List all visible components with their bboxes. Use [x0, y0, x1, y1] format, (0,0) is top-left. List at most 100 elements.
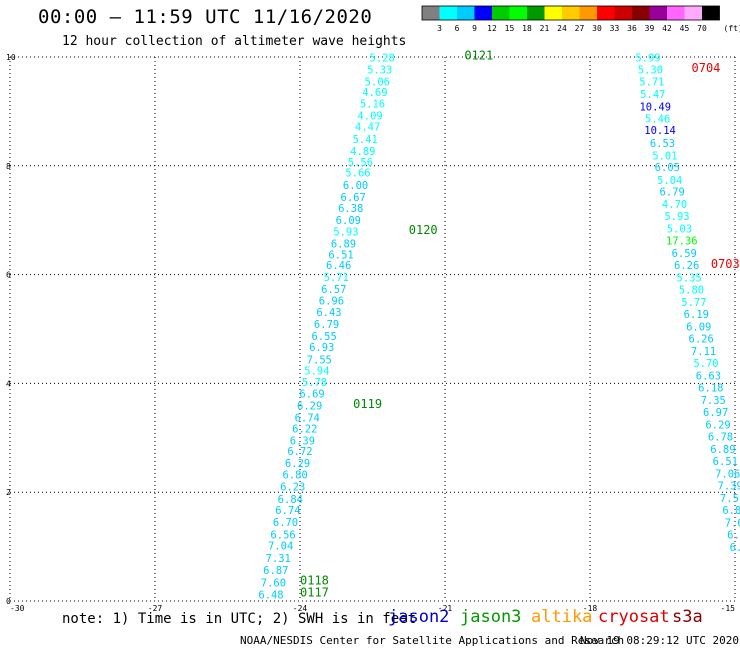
swh-value: 5.03 [667, 224, 692, 236]
swh-value: 6.09 [336, 215, 361, 227]
swh-value: 10.14 [644, 125, 676, 137]
credit-text: NOAA/NESDIS Center for Satellite Applica… [240, 634, 625, 647]
y-tick-label: 0 [6, 597, 11, 606]
track-id-label: 0120 [409, 223, 438, 237]
swh-value: 6.51 [328, 249, 353, 261]
swh-value: 5.66 [345, 168, 370, 180]
colorbar-swatch [579, 6, 597, 20]
swh-value: 6.43 [316, 307, 341, 319]
colorbar-label: 3 [437, 24, 442, 33]
swh-value: 6.55 [312, 331, 337, 343]
colorbar-swatch [632, 6, 650, 20]
colorbar-label: 12 [487, 24, 497, 33]
y-tick-label: 10 [6, 53, 16, 62]
colorbar-swatch [492, 6, 510, 20]
colorbar-frame [421, 5, 720, 21]
colorbar-swatch [667, 6, 685, 20]
swh-value: 7.51 [720, 493, 740, 505]
colorbar-swatch [614, 6, 632, 20]
colorbar-swatch [702, 6, 720, 20]
swh-value: 6.72 [287, 446, 312, 458]
swh-value: 5.99 [635, 52, 660, 64]
swh-value: 7.55 [307, 354, 332, 366]
colorbar-label: 30 [592, 24, 602, 33]
legend-cryosat: cryosat [598, 607, 670, 627]
generated-timestamp: Nov 19 08:29:12 UTC 2020 [580, 634, 739, 647]
swh-value: 5.94 [304, 366, 329, 378]
legend-s3a: s3a [672, 607, 703, 627]
swh-value: 5.28 [370, 52, 395, 64]
swh-value: 10.49 [639, 101, 671, 113]
swh-value: 6.23 [280, 482, 305, 494]
swh-value: 5.93 [333, 226, 358, 238]
swh-value: 6.97 [703, 407, 728, 419]
colorbar-label: 15 [505, 24, 515, 33]
swh-value: 6.38 [338, 203, 363, 215]
x-tick-label: -27 [148, 604, 163, 613]
swh-value: 6.18 [698, 383, 723, 395]
swh-value: 4.47 [355, 121, 380, 133]
colorbar-label: 18 [522, 24, 532, 33]
colorbar-swatch [684, 6, 702, 20]
swh-value: 5.56 [348, 157, 373, 169]
swh-value: 6.63 [696, 371, 721, 383]
colorbar-label: 21 [540, 24, 550, 33]
colorbar-label: 42 [662, 24, 672, 33]
swh-value: 5.35 [676, 273, 701, 285]
swh-value: 5.41 [353, 134, 378, 146]
swh-value: 4.70 [662, 199, 687, 211]
colorbar-swatch [544, 6, 562, 20]
swh-value: 5.71 [639, 76, 664, 88]
swh-value: 6.79 [314, 319, 339, 331]
swh-value: 6.74 [295, 412, 320, 424]
swh-value: 6.04 [727, 529, 740, 541]
colorbar-label: 6 [455, 24, 460, 33]
swh-value: 7.35 [701, 395, 726, 407]
swh-value: 5.04 [657, 175, 682, 187]
colorbar-swatch [439, 6, 457, 20]
swh-value: 5.77 [681, 297, 706, 309]
swh-value: 5.80 [679, 285, 704, 297]
swh-value: 5.06 [365, 76, 390, 88]
swh-value: 6.48 [258, 589, 283, 601]
swh-value: 6.89 [331, 238, 356, 250]
swh-value: 6.78 [708, 432, 733, 444]
legend-altika: altika [531, 607, 593, 627]
x-tick-label: -18 [583, 604, 598, 613]
colorbar-label: 36 [627, 24, 637, 33]
swh-value: 5.16 [360, 99, 385, 111]
swh-value: 6.19 [684, 309, 709, 321]
swh-value: 5.33 [367, 64, 392, 76]
y-tick-label: 4 [6, 379, 11, 388]
swh-value: 4.69 [362, 87, 387, 99]
swh-value: 6.56 [270, 529, 295, 541]
swh-value: 6.46 [326, 260, 351, 272]
legend-jason2: jason2 [388, 607, 450, 627]
colorbar-swatch [474, 6, 492, 20]
swh-value: 6.22 [292, 423, 317, 435]
swh-value: 6.67 [341, 192, 366, 204]
y-tick-label: 2 [6, 488, 11, 497]
track-id-label: 0121 [464, 49, 493, 63]
colorbar-swatch [527, 6, 545, 20]
swh-value: 6.39 [290, 435, 315, 447]
swh-value: 6.26 [674, 260, 699, 272]
swh-value: 6.87 [263, 565, 288, 577]
chart-subtitle: 12 hour collection of altimeter wave hei… [62, 34, 407, 49]
track-id-label: 0703 [711, 257, 740, 271]
y-tick-label: 8 [6, 162, 11, 171]
swh-value: 5.93 [664, 211, 689, 223]
colorbar-label: 9 [472, 24, 477, 33]
colorbar-label: 24 [557, 24, 567, 33]
colorbar-swatch [422, 6, 440, 20]
swh-value: 5.46 [645, 113, 670, 125]
note-text: note: 1) Time is in UTC; 2) SWH is in fe… [62, 611, 417, 627]
swh-value: 6.53 [650, 138, 675, 150]
swh-value: 6.79 [660, 187, 685, 199]
chart-title: 00:00 – 11:59 UTC 11/16/2020 [38, 6, 373, 28]
swh-value: 6.96 [319, 296, 344, 308]
colorbar-label: 45 [680, 24, 690, 33]
colorbar-swatch [562, 6, 580, 20]
colorbar-label: 33 [610, 24, 620, 33]
